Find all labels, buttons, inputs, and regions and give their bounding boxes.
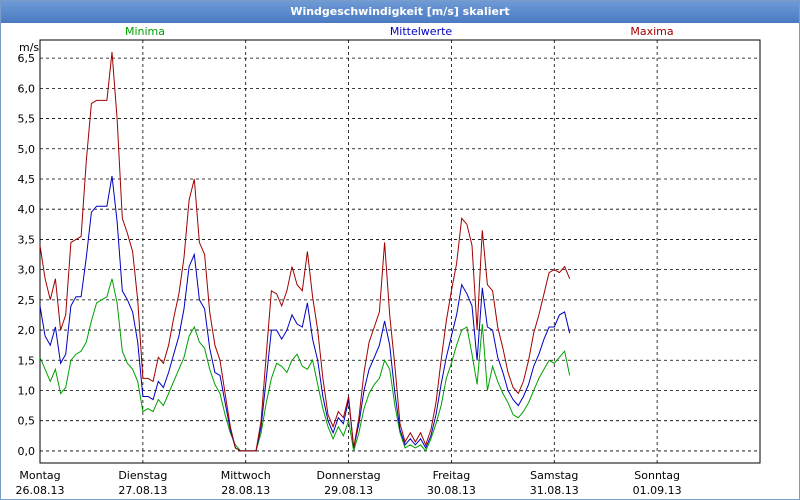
x-day-label: Freitag: [433, 469, 471, 482]
legend-maxima: Maxima: [630, 25, 673, 38]
y-axis-ticks: 0,0 0,5 1,0 1,5 2,0 2,5 3,0 3,5 4,0 4,5 5,0 5,5 6,0 6…: [18, 52, 36, 458]
y-tick-label: 3,0: [18, 264, 36, 277]
x-date-label: 01.09.13: [633, 484, 682, 497]
y-tick-label: 2,5: [18, 294, 36, 307]
legend-mittelwerte: Mittelwerte: [390, 25, 453, 38]
x-date-label: 28.08.13: [221, 484, 270, 497]
x-day-label: Montag: [19, 469, 60, 482]
y-tick-label: 4,5: [18, 173, 36, 186]
x-day-label: Sonntag: [634, 469, 680, 482]
grid-lines: [40, 40, 760, 463]
y-axis-unit: m/s: [19, 41, 39, 54]
x-day-label: Dienstag: [118, 469, 167, 482]
y-tick-label: 0,0: [18, 445, 36, 458]
window-title: Windgeschwindigkeit [m/s] skaliert: [1, 1, 799, 23]
y-tick-label: 0,5: [18, 415, 36, 428]
y-tick-label: 2,0: [18, 324, 36, 337]
y-tick-label: 6,0: [18, 82, 36, 95]
x-axis-labels: Montag 26.08.13 Dienstag 27.08.13 Mittwoch 28…: [16, 469, 682, 497]
x-day-label: Donnerstag: [316, 469, 380, 482]
y-tick-label: 5,0: [18, 143, 36, 156]
y-tick-label: 6,5: [18, 52, 36, 65]
x-day-label: Samstag: [530, 469, 578, 482]
y-tick-label: 1,5: [18, 354, 36, 367]
y-tick-label: 5,5: [18, 113, 36, 126]
y-tick-label: 4,0: [18, 203, 36, 216]
x-date-label: 31.08.13: [530, 484, 579, 497]
series-line-maxima: [39, 52, 571, 452]
x-date-label: 27.08.13: [118, 484, 167, 497]
x-date-label: 26.08.13: [16, 484, 65, 497]
x-date-label: 30.08.13: [427, 484, 476, 497]
x-day-label: Mittwoch: [221, 469, 271, 482]
plot-area-border: [39, 39, 761, 464]
series-line-mittelwerte: [39, 175, 571, 452]
series-line-minima: [39, 278, 571, 452]
x-date-label: 29.08.13: [324, 484, 373, 497]
data-lines: [39, 52, 571, 452]
y-tick-label: 3,5: [18, 233, 36, 246]
legend-minima: Minima: [125, 25, 165, 38]
y-tick-label: 1,0: [18, 384, 36, 397]
